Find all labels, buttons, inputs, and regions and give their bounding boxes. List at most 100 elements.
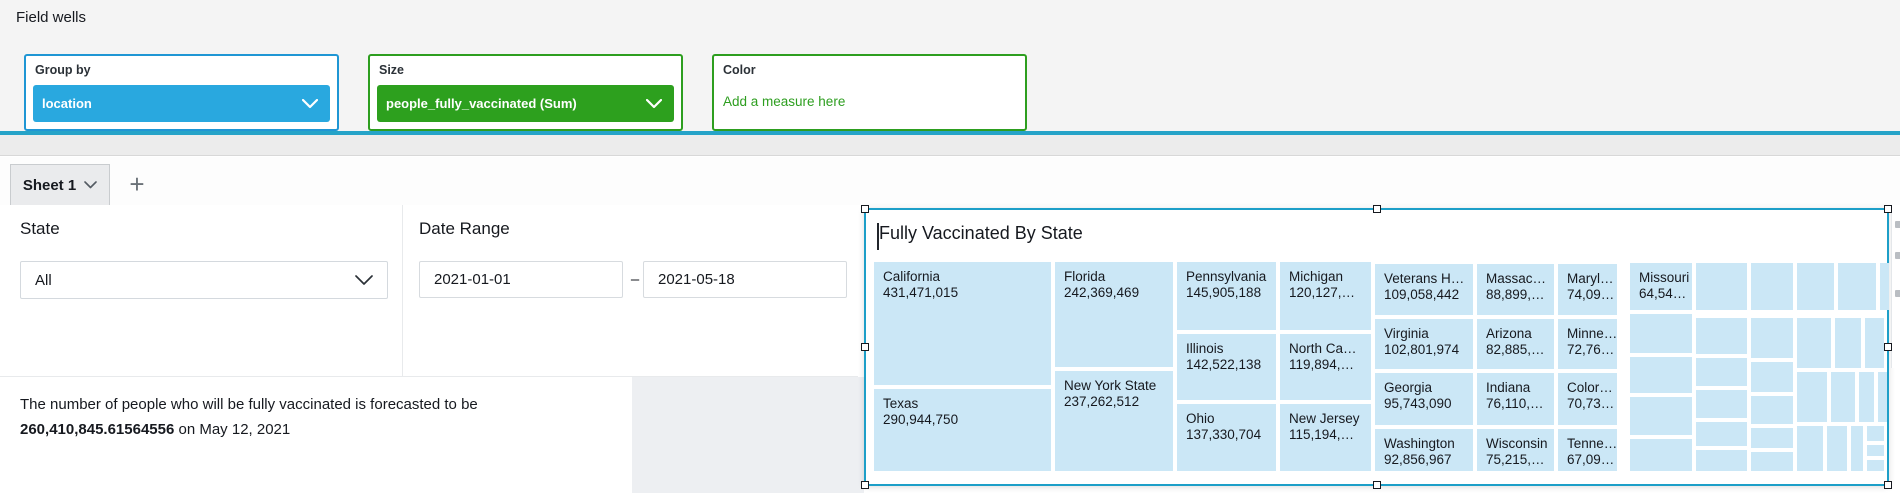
treemap-cell[interactable]: Ohio 137,330,704 — [1177, 404, 1276, 471]
field-well-color[interactable]: Color Add a measure here — [712, 54, 1027, 131]
chevron-down-icon[interactable] — [84, 181, 97, 189]
treemap-visual[interactable]: Fully Vaccinated By State California 431,… — [861, 205, 1892, 489]
treemap-cell[interactable]: North Ca… 119,894,… — [1280, 334, 1371, 400]
treemap-cell[interactable]: Massac… 88,899,… — [1477, 264, 1554, 315]
field-well-group-by[interactable]: Group by location — [24, 54, 339, 131]
menu-dots-icon[interactable] — [1895, 221, 1900, 228]
resize-handle-nw[interactable] — [861, 205, 869, 213]
treemap-cell[interactable]: New York State 237,262,512 — [1055, 371, 1173, 471]
state-filter-dropdown[interactable]: All — [20, 261, 388, 299]
treemap-cell[interactable] — [1751, 263, 1793, 310]
resize-handle-ne[interactable] — [1884, 205, 1892, 213]
treemap-cell[interactable] — [1859, 372, 1874, 422]
treemap-cell[interactable]: Virginia 102,801,974 — [1375, 319, 1473, 369]
treemap-cell[interactable] — [1797, 426, 1823, 471]
treemap-cell[interactable]: Color… 70,73… — [1558, 373, 1617, 425]
chevron-down-icon[interactable] — [646, 98, 662, 109]
treemap-cell[interactable] — [1865, 318, 1884, 368]
treemap-cell-value: 70,73… — [1567, 396, 1615, 411]
treemap-cell[interactable] — [1696, 358, 1747, 386]
treemap-cell[interactable] — [1696, 450, 1747, 471]
treemap-cell[interactable] — [1751, 452, 1793, 471]
treemap-cell[interactable] — [1696, 422, 1747, 446]
chevron-down-icon — [355, 274, 373, 286]
treemap-cell[interactable] — [1851, 426, 1863, 471]
treemap-cell-label: Massac… — [1486, 271, 1547, 286]
treemap-cell[interactable] — [1831, 372, 1855, 422]
treemap-cell[interactable] — [1835, 318, 1861, 368]
treemap-cell[interactable]: New Jersey 115,194,… — [1280, 404, 1371, 471]
treemap-cell[interactable] — [1797, 372, 1827, 422]
tab-sheet-1[interactable]: Sheet 1 — [10, 164, 110, 205]
treemap-cell-label: Minne… — [1567, 326, 1617, 341]
treemap-cell[interactable]: Georgia 95,743,090 — [1375, 373, 1473, 425]
treemap-cell[interactable] — [1630, 357, 1692, 393]
resize-handle-n[interactable] — [1372, 205, 1381, 213]
treemap-cell[interactable]: Pennsylvania 145,905,188 — [1177, 262, 1276, 330]
treemap-cell[interactable]: California 431,471,015 — [874, 262, 1051, 385]
treemap-cell[interactable]: Missouri 64,54… — [1630, 263, 1692, 310]
date-range-panel: Date Range – — [403, 205, 858, 377]
forecast-insight-panel[interactable]: The number of people who will be fully v… — [0, 379, 632, 493]
treemap-cell-label: Maryl… — [1567, 271, 1614, 286]
treemap-cell[interactable] — [1696, 263, 1747, 310]
treemap-cell[interactable] — [1838, 263, 1876, 310]
treemap-cell-label: New York State — [1064, 378, 1157, 393]
treemap-cell[interactable]: Arizona 82,885,… — [1477, 319, 1554, 369]
treemap-cell-value: 88,899,… — [1486, 287, 1545, 302]
treemap-cell[interactable] — [1630, 314, 1692, 353]
treemap-cell[interactable] — [1867, 426, 1884, 441]
field-well-size[interactable]: Size people_fully_vaccinated (Sum) — [368, 54, 683, 131]
treemap-cell[interactable] — [1630, 397, 1692, 435]
treemap-cell[interactable] — [1751, 318, 1793, 358]
treemap-cell-label: Arizona — [1486, 326, 1532, 341]
treemap-cell[interactable]: Wisconsin 75,215,… — [1477, 429, 1554, 471]
resize-handle-w[interactable] — [861, 343, 869, 351]
treemap-cell[interactable] — [1696, 318, 1747, 354]
treemap-cell[interactable]: Minne… 72,76… — [1558, 319, 1617, 369]
treemap-cell[interactable]: Washington 92,856,967 — [1375, 429, 1473, 471]
insight-forecast-date: on May 12, 2021 — [174, 421, 291, 438]
treemap-cell[interactable] — [1751, 362, 1793, 392]
treemap-cell[interactable] — [1751, 428, 1793, 448]
treemap-cell[interactable] — [1867, 460, 1884, 471]
add-sheet-button[interactable]: + — [129, 169, 145, 199]
treemap-cell-label: Veterans H… — [1384, 271, 1465, 286]
treemap-cell[interactable] — [1797, 263, 1834, 310]
resize-handle-se[interactable] — [1884, 481, 1892, 489]
treemap-cell-value: 72,76… — [1567, 342, 1615, 357]
resize-handle-e[interactable] — [1884, 343, 1892, 351]
visual-title[interactable]: Fully Vaccinated By State — [879, 223, 1083, 243]
date-range-end-input[interactable] — [643, 261, 847, 298]
treemap-cell[interactable] — [1878, 372, 1887, 422]
treemap-cell-label: Florida — [1064, 269, 1106, 284]
treemap-cell[interactable] — [1630, 439, 1692, 471]
treemap-cell[interactable]: Veterans H… 109,058,442 — [1375, 264, 1473, 315]
treemap-cell[interactable] — [1867, 445, 1884, 456]
treemap-cell[interactable]: Texas 290,944,750 — [874, 389, 1051, 471]
treemap-cell[interactable]: Indiana 76,110,… — [1477, 373, 1554, 425]
treemap-cell[interactable] — [1751, 396, 1793, 424]
edit-icon[interactable] — [1895, 252, 1900, 259]
date-range-start-input[interactable] — [419, 261, 623, 298]
treemap-cell-value: 115,194,… — [1289, 427, 1355, 442]
treemap-cell[interactable]: Maryl… 74,09… — [1558, 264, 1617, 315]
treemap-cell-label: Georgia — [1384, 380, 1433, 395]
treemap-cell-label: Illinois — [1186, 341, 1224, 356]
group-by-field-pill[interactable]: location — [33, 85, 330, 122]
treemap-cell-label: Missouri — [1639, 270, 1690, 285]
treemap-cell[interactable] — [1880, 263, 1889, 310]
treemap-cell[interactable] — [1797, 318, 1831, 368]
treemap-cell[interactable] — [1827, 426, 1847, 471]
treemap-cell[interactable]: Tenne… 67,09… — [1558, 429, 1617, 471]
resize-handle-s[interactable] — [1372, 481, 1381, 489]
resize-handle-sw[interactable] — [861, 481, 869, 489]
treemap-cell[interactable] — [1696, 390, 1747, 418]
treemap-cell-value: 75,215,… — [1486, 452, 1545, 467]
maximize-icon[interactable] — [1895, 290, 1900, 297]
treemap-cell[interactable]: Illinois 142,522,138 — [1177, 334, 1276, 400]
treemap-cell[interactable]: Michigan 120,127,… — [1280, 262, 1371, 330]
chevron-down-icon[interactable] — [302, 98, 318, 109]
size-field-pill[interactable]: people_fully_vaccinated (Sum) — [377, 85, 674, 122]
treemap-cell[interactable]: Florida 242,369,469 — [1055, 262, 1173, 367]
